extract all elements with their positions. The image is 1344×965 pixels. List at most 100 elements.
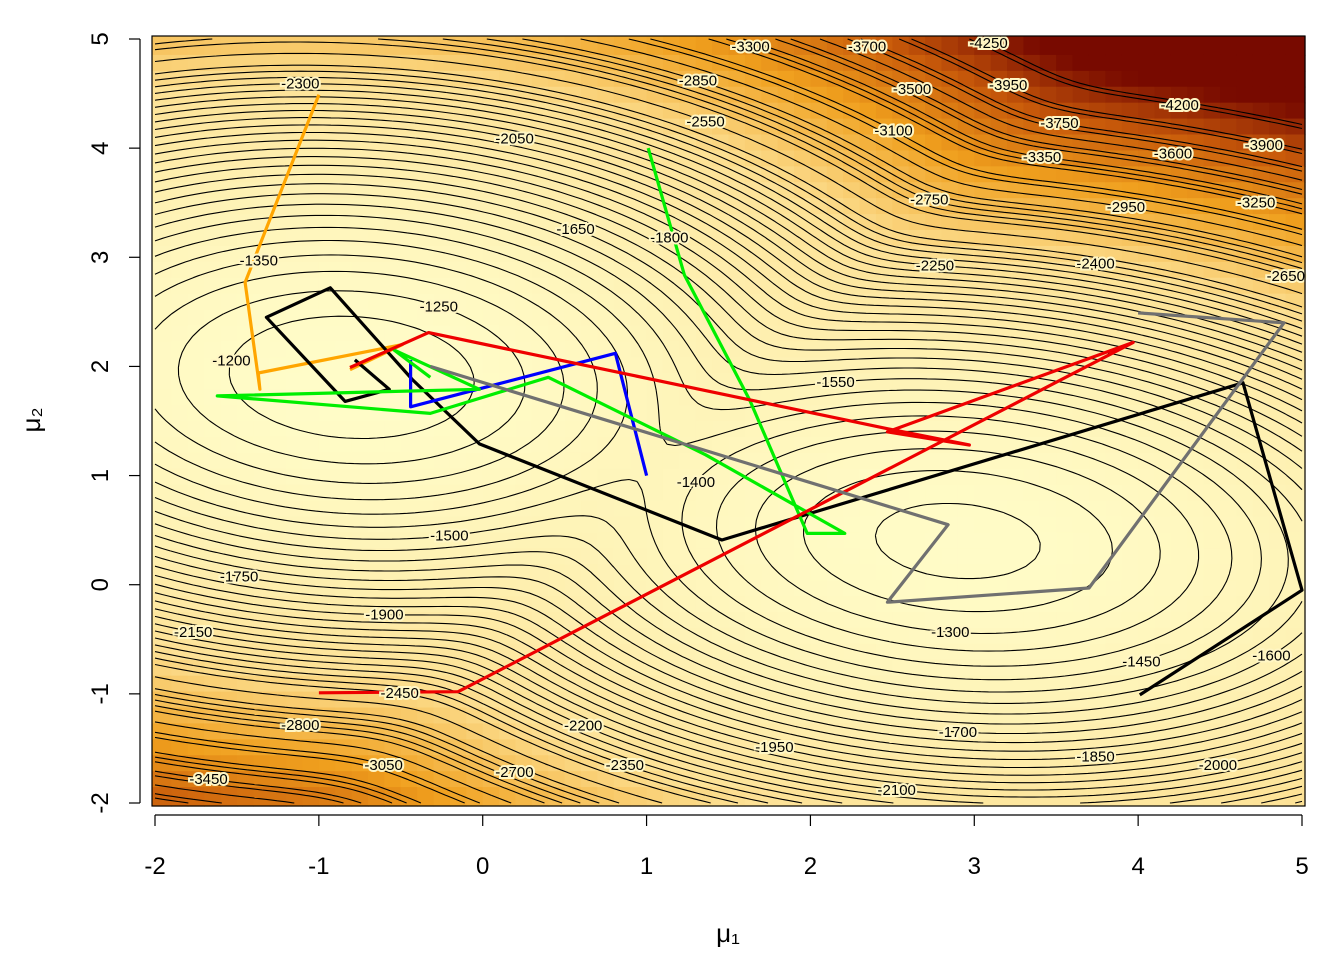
heat-cell	[1236, 36, 1254, 56]
heat-cell	[351, 102, 369, 120]
heat-cell	[777, 580, 795, 597]
heat-cell	[613, 245, 631, 263]
heat-cell	[286, 309, 304, 327]
heat-cell	[351, 134, 369, 152]
heat-cell	[171, 325, 189, 343]
heat-cell	[1285, 500, 1306, 518]
heat-cell	[204, 723, 222, 740]
heat-cell	[974, 612, 992, 629]
heat-cell	[1121, 468, 1139, 486]
heat-cell	[597, 723, 615, 740]
heat-cell	[630, 516, 648, 534]
heat-cell	[1007, 516, 1025, 534]
heat-cell	[1007, 723, 1025, 740]
heat-cell	[171, 516, 189, 534]
heat-cell	[761, 627, 779, 645]
heat-cell	[810, 452, 828, 470]
heat-cell	[351, 86, 369, 104]
heat-cell	[1072, 612, 1090, 629]
heat-cell	[368, 468, 385, 486]
heat-cell	[400, 564, 418, 581]
contour-label: -4200	[1160, 97, 1198, 114]
heat-cell	[1039, 659, 1057, 677]
heat-cell	[269, 532, 287, 549]
heat-cell	[171, 118, 189, 136]
heat-cell	[171, 54, 189, 72]
heat-cell	[351, 771, 369, 788]
heat-cell	[1039, 627, 1057, 645]
heat-cell	[1154, 723, 1172, 740]
heat-cell	[548, 675, 566, 693]
heat-cell	[449, 548, 467, 565]
heat-cell	[302, 214, 320, 231]
heat-cell	[957, 54, 975, 72]
heat-cell	[1170, 436, 1188, 454]
heat-cell	[597, 532, 615, 549]
heat-cell	[433, 723, 451, 740]
heat-cell	[531, 707, 549, 725]
heat-cell	[613, 468, 631, 486]
heat-cell	[597, 86, 615, 104]
heat-cell	[826, 214, 844, 231]
heat-cell	[925, 118, 943, 136]
heat-cell	[1187, 230, 1205, 247]
heat-cell	[630, 166, 648, 183]
heat-cell	[564, 532, 582, 549]
heat-cell	[499, 675, 517, 693]
heat-cell	[581, 421, 599, 438]
heat-cell	[581, 787, 599, 807]
heat-cell	[269, 70, 287, 88]
heat-cell	[466, 214, 484, 231]
heat-cell	[351, 54, 369, 72]
heat-cell	[466, 118, 484, 136]
heat-cell	[1105, 627, 1123, 645]
heat-cell	[1187, 532, 1205, 549]
contour-label: -2450	[381, 685, 419, 702]
heat-cell	[531, 70, 549, 88]
heat-cell	[1088, 691, 1106, 709]
heat-cell	[417, 643, 435, 661]
heat-cell	[499, 245, 517, 263]
heat-cell	[318, 230, 336, 247]
heat-cell	[499, 627, 517, 645]
heat-cell	[974, 102, 992, 120]
heat-cell	[679, 596, 697, 613]
heat-cell	[152, 468, 172, 486]
heat-cell	[712, 277, 730, 295]
heat-cell	[515, 564, 533, 581]
heat-cell	[515, 468, 533, 486]
heat-cell	[1170, 118, 1188, 136]
heat-cell	[957, 484, 975, 502]
heat-cell	[1105, 787, 1123, 807]
heat-cell	[646, 102, 664, 120]
contour-label: -3600	[1154, 146, 1192, 163]
heat-cell	[466, 261, 484, 279]
heat-cell	[171, 612, 189, 629]
heat-cell	[1039, 516, 1057, 534]
heat-cell	[351, 596, 369, 613]
heat-cell	[613, 261, 631, 279]
contour-label: -1700	[939, 724, 977, 741]
heat-cell	[286, 755, 304, 772]
heat-cell	[1236, 500, 1254, 518]
heat-cell	[187, 198, 205, 215]
heat-cell	[1056, 198, 1074, 215]
heat-cell	[253, 166, 271, 183]
heat-cell	[269, 468, 287, 486]
heat-cell	[302, 261, 320, 279]
heat-cell	[152, 787, 172, 807]
contour-label: -3750	[1040, 115, 1078, 132]
x-tick-label: 3	[968, 853, 981, 880]
heat-cell	[499, 548, 517, 565]
heat-cell	[269, 627, 287, 645]
heat-cell	[581, 643, 599, 661]
heat-cell	[712, 500, 730, 518]
heat-cell	[1236, 564, 1254, 581]
heat-cell	[712, 612, 730, 629]
heat-cell	[1105, 580, 1123, 597]
heat-cell	[990, 612, 1008, 629]
heat-cell	[171, 357, 189, 374]
heat-cell	[351, 707, 369, 725]
heat-cell	[875, 309, 893, 327]
heat-cell	[302, 277, 320, 295]
